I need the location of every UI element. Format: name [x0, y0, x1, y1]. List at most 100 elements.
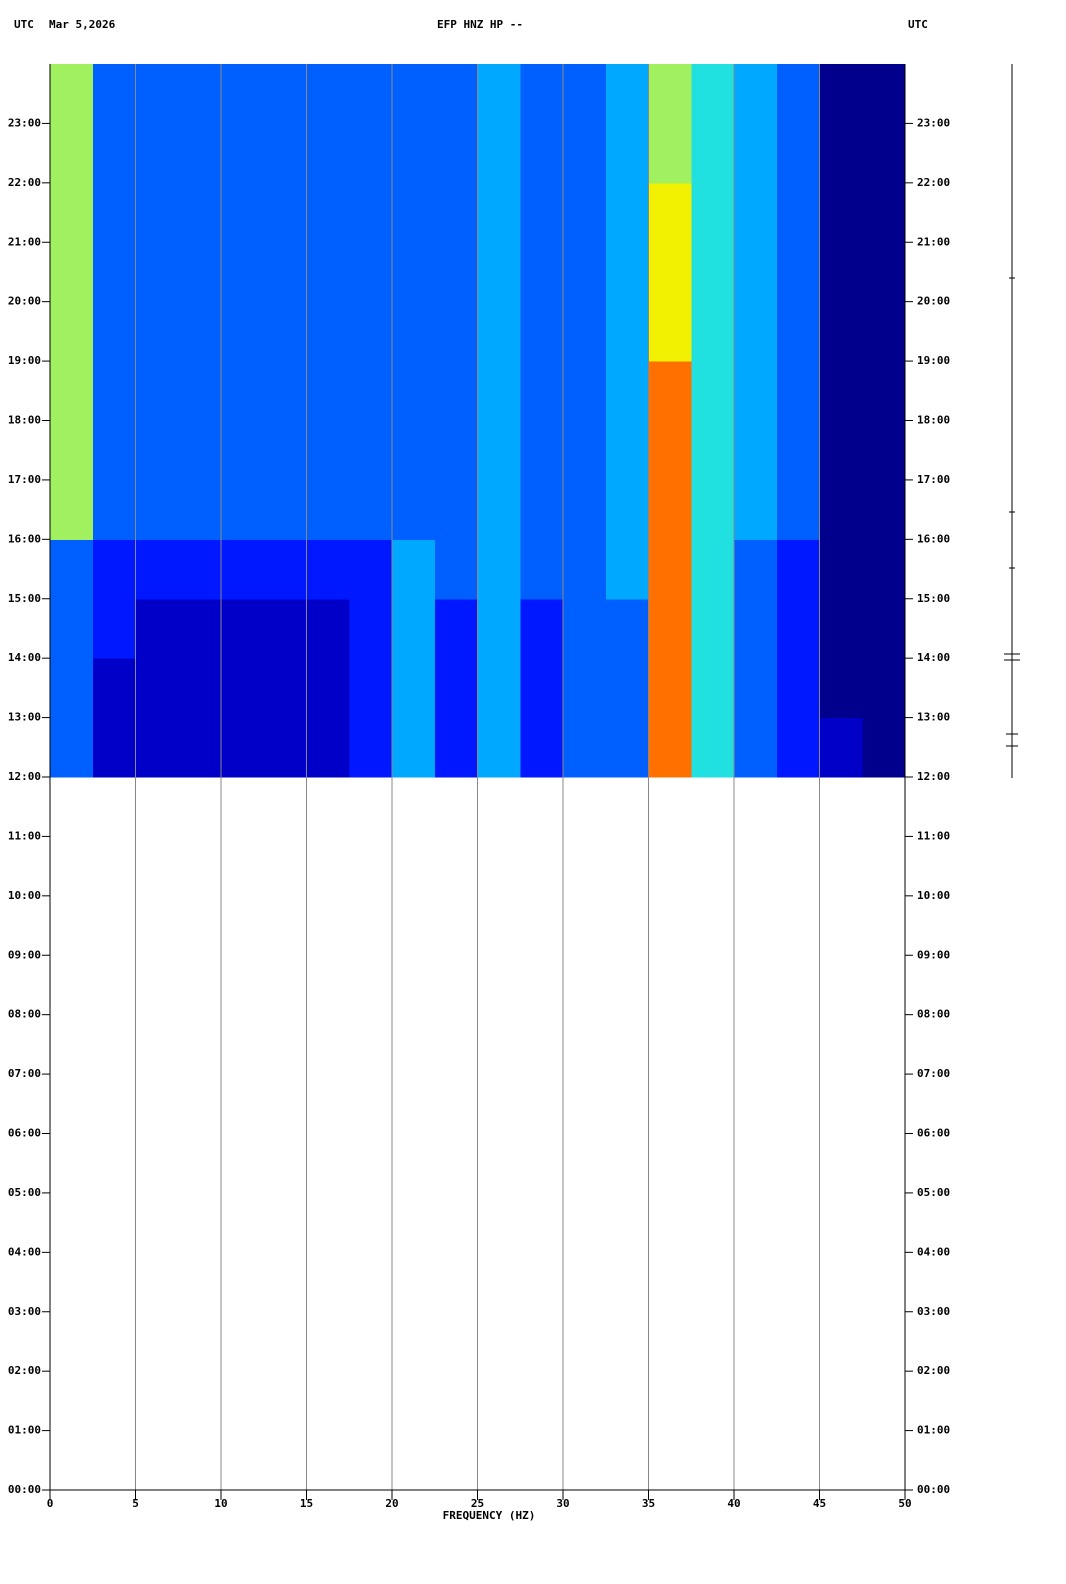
- cell: [734, 361, 778, 421]
- x-tick-label: 15: [300, 1497, 313, 1510]
- y-tick-label: 15:00: [8, 592, 41, 605]
- cell: [306, 539, 350, 600]
- cell: [862, 479, 906, 540]
- cell: [392, 123, 436, 184]
- cell: [563, 361, 607, 421]
- cell: [477, 658, 521, 719]
- cell: [178, 182, 222, 243]
- cell: [50, 658, 94, 719]
- cell: [691, 361, 735, 421]
- cell: [221, 242, 265, 303]
- cell: [734, 123, 778, 184]
- cell: [221, 420, 265, 481]
- cell: [263, 420, 307, 481]
- x-tick-label: 20: [385, 1497, 398, 1510]
- cell: [691, 64, 735, 124]
- x-tick-label: 5: [132, 1497, 139, 1510]
- cell: [392, 479, 436, 540]
- y-tick-label: 00:00: [8, 1483, 41, 1496]
- cell: [477, 420, 521, 481]
- y-tick-label: 09:00: [917, 948, 950, 961]
- y-tick-label: 02:00: [8, 1364, 41, 1377]
- cell: [477, 182, 521, 243]
- cell: [862, 420, 906, 481]
- cell: [349, 361, 393, 421]
- date-label: Mar 5,2026: [49, 18, 116, 31]
- cell: [734, 479, 778, 540]
- cell: [862, 598, 906, 659]
- cell: [776, 479, 820, 540]
- cell: [520, 539, 564, 600]
- cell: [477, 717, 521, 778]
- y-tick-label: 15:00: [917, 592, 950, 605]
- cell: [221, 301, 265, 362]
- cell: [92, 361, 136, 421]
- cell: [862, 539, 906, 600]
- cell: [263, 658, 307, 719]
- cell: [434, 361, 478, 421]
- cell: [819, 182, 863, 243]
- cell: [50, 539, 94, 600]
- cell: [605, 301, 649, 362]
- cell: [734, 301, 778, 362]
- cell: [862, 242, 906, 303]
- cell: [263, 182, 307, 243]
- cell: [349, 598, 393, 659]
- y-tick-label: 13:00: [917, 711, 950, 724]
- y-tick-label: 20:00: [8, 295, 41, 308]
- y-tick-label: 09:00: [8, 948, 41, 961]
- cell: [50, 361, 94, 421]
- cell: [221, 539, 265, 600]
- cell: [221, 123, 265, 184]
- cell: [434, 658, 478, 719]
- y-tick-label: 19:00: [917, 354, 950, 367]
- cell: [776, 123, 820, 184]
- cell: [819, 420, 863, 481]
- cell: [819, 539, 863, 600]
- cell: [434, 479, 478, 540]
- cell: [392, 717, 436, 778]
- cell: [691, 182, 735, 243]
- cell: [563, 242, 607, 303]
- y-tick-label: 12:00: [917, 770, 950, 783]
- cell: [648, 717, 692, 778]
- cell: [178, 242, 222, 303]
- cell: [306, 64, 350, 124]
- cell: [392, 242, 436, 303]
- cell: [221, 64, 265, 124]
- cell: [862, 301, 906, 362]
- cell: [178, 301, 222, 362]
- cell: [392, 539, 436, 600]
- cell: [135, 539, 179, 600]
- cell: [520, 301, 564, 362]
- cell: [263, 539, 307, 600]
- cell: [862, 658, 906, 719]
- cell: [563, 182, 607, 243]
- cell: [563, 479, 607, 540]
- cell: [605, 658, 649, 719]
- y-tick-label: 23:00: [8, 116, 41, 129]
- cell: [221, 182, 265, 243]
- cell: [434, 123, 478, 184]
- cell: [135, 658, 179, 719]
- y-tick-label: 10:00: [917, 889, 950, 902]
- cell: [306, 182, 350, 243]
- cell: [306, 420, 350, 481]
- cell: [734, 242, 778, 303]
- cell: [349, 182, 393, 243]
- y-tick-label: 17:00: [917, 473, 950, 486]
- cell: [392, 301, 436, 362]
- cell: [520, 182, 564, 243]
- cell: [605, 361, 649, 421]
- cell: [178, 539, 222, 600]
- cell: [306, 242, 350, 303]
- cell: [819, 717, 863, 778]
- cell: [648, 242, 692, 303]
- cell: [92, 420, 136, 481]
- cell: [477, 242, 521, 303]
- cell: [862, 64, 906, 124]
- cell: [819, 242, 863, 303]
- y-tick-label: 12:00: [8, 770, 41, 783]
- y-tick-label: 17:00: [8, 473, 41, 486]
- cell: [605, 420, 649, 481]
